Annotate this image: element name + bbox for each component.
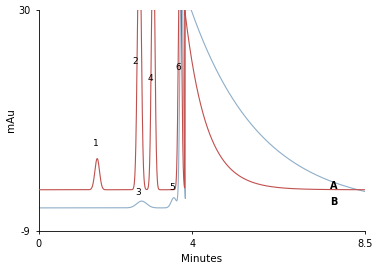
Text: 3: 3: [135, 188, 141, 197]
Text: 2: 2: [133, 57, 138, 66]
X-axis label: Minutes: Minutes: [181, 254, 222, 264]
Text: 4: 4: [147, 74, 153, 83]
Text: 6: 6: [175, 63, 181, 72]
Text: A: A: [330, 181, 338, 191]
Text: 5: 5: [169, 183, 175, 192]
Text: B: B: [330, 197, 338, 207]
Text: 1: 1: [93, 139, 99, 148]
Y-axis label: mAu: mAu: [6, 108, 15, 132]
